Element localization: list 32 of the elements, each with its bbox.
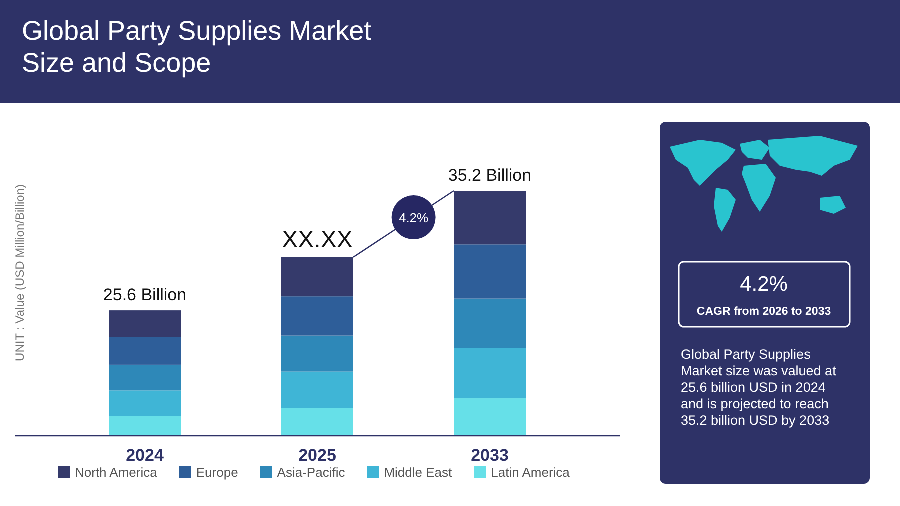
text: CAGR from 2026 to 2033	[696, 306, 832, 318]
bar	[454, 398, 526, 436]
bar	[109, 416, 181, 436]
bar	[109, 310, 181, 338]
legend-label: Europe	[196, 465, 238, 480]
bar	[109, 390, 181, 416]
annotation: 4.2%	[398, 210, 430, 226]
bar	[282, 372, 354, 408]
bar	[454, 244, 526, 299]
bar	[282, 296, 354, 336]
bar	[282, 257, 354, 297]
bar	[454, 298, 526, 348]
bar	[109, 337, 181, 365]
legend-label: Middle East	[384, 465, 453, 480]
x-tick-label: 2033	[471, 446, 509, 466]
legend-label: North America	[75, 465, 158, 480]
text: 35.2 Billion	[448, 166, 532, 185]
x-tick-label: 2025	[298, 446, 336, 466]
x-tick-label: 2024	[126, 446, 164, 466]
text: Global Party Supplies Market size was valued at 25.6 billion USD in 2024 and is projected to reach 35.2 billion USD by 2033	[681, 347, 837, 428]
text: 4.2%	[740, 273, 788, 296]
chart-title: Global Party Supplies Market Size and Scope	[22, 16, 372, 78]
annotation: XX.XX	[282, 226, 353, 254]
annotation: 25.6 Billion	[103, 286, 187, 305]
legend-label: Asia-Pacific	[277, 465, 346, 480]
y-axis-title: UNIT : Value (USD Million/Billion)	[13, 184, 27, 362]
bar	[454, 191, 526, 245]
bar	[109, 364, 181, 391]
legend-label: Latin America	[491, 465, 571, 480]
bar	[454, 348, 526, 399]
bar	[282, 336, 354, 372]
bar	[282, 408, 354, 436]
